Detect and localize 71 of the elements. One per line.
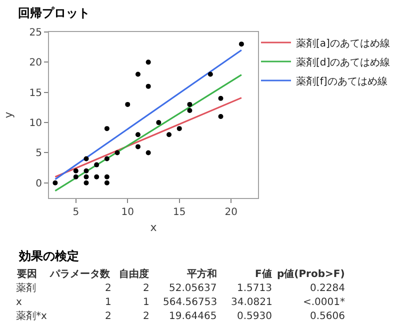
y-tick-label: 10 <box>29 118 42 130</box>
x-tick-label: 10 <box>121 207 134 218</box>
text: 平方和 <box>186 268 217 280</box>
chart-title: 回帰プロット <box>18 6 90 20</box>
text: x <box>16 297 22 308</box>
text: 19.64465 <box>169 311 217 322</box>
point <box>73 174 78 180</box>
text: 2 <box>143 283 150 294</box>
text: 効果の検定 <box>18 249 79 263</box>
point <box>52 180 58 186</box>
point <box>104 126 110 132</box>
text: 1 <box>105 297 112 308</box>
y-axis-title: y <box>2 111 15 118</box>
point <box>135 132 140 138</box>
point <box>84 156 89 162</box>
point <box>73 168 78 174</box>
y-tick-label: 20 <box>29 58 42 69</box>
point <box>135 72 140 77</box>
point <box>114 150 120 156</box>
legend-label: 薬剤[d]のあてはめ線 <box>296 56 390 68</box>
text: 0.5606 <box>310 311 345 322</box>
text: 0.2284 <box>310 283 345 294</box>
point <box>104 174 110 180</box>
x-tick-label: 5 <box>72 207 80 218</box>
x-tick-label: 20 <box>224 207 238 218</box>
point <box>218 96 224 101</box>
point <box>176 126 182 132</box>
text: F値 <box>255 268 272 280</box>
text: 要因 <box>16 269 37 280</box>
point <box>187 102 192 107</box>
text: 自由度 <box>119 268 149 280</box>
y-tick-label: 0 <box>36 178 42 190</box>
text: 1.5713 <box>237 283 272 294</box>
point <box>84 180 89 186</box>
text: 52.05637 <box>169 283 217 294</box>
point <box>94 174 100 180</box>
y-tick-label: 15 <box>29 88 42 99</box>
point <box>104 180 110 186</box>
text: 2 <box>105 311 112 322</box>
text: パラメータ数 <box>49 268 111 280</box>
text: p値(Prob>F) <box>277 268 345 280</box>
point <box>146 150 151 156</box>
legend-label: 薬剤[f]のあてはめ線 <box>296 75 388 88</box>
point <box>166 132 172 138</box>
text: 薬剤 <box>16 282 36 294</box>
text: 0.5930 <box>237 311 272 322</box>
point <box>146 84 151 89</box>
point <box>104 156 110 162</box>
text: 564.56753 <box>163 297 218 308</box>
point <box>208 72 213 77</box>
text: 2 <box>143 311 150 322</box>
point <box>84 168 89 174</box>
x-axis-title: x <box>150 221 158 234</box>
point <box>94 162 100 168</box>
y-tick-label: 5 <box>36 148 42 160</box>
point <box>135 144 140 150</box>
text: <.0001* <box>303 297 346 308</box>
legend-label: 薬剤[a]のあてはめ線 <box>296 37 390 50</box>
point <box>156 120 162 126</box>
text: 1 <box>143 297 150 308</box>
text: 2 <box>105 283 112 294</box>
point <box>84 174 89 180</box>
text: 34.0821 <box>231 297 272 308</box>
point <box>146 60 151 65</box>
x-tick-label: 15 <box>173 207 186 218</box>
point <box>187 108 192 113</box>
text: 薬剤*x <box>16 310 47 322</box>
point <box>125 102 130 107</box>
point <box>238 42 244 47</box>
point <box>218 114 224 120</box>
y-tick-label: 25 <box>29 28 42 38</box>
